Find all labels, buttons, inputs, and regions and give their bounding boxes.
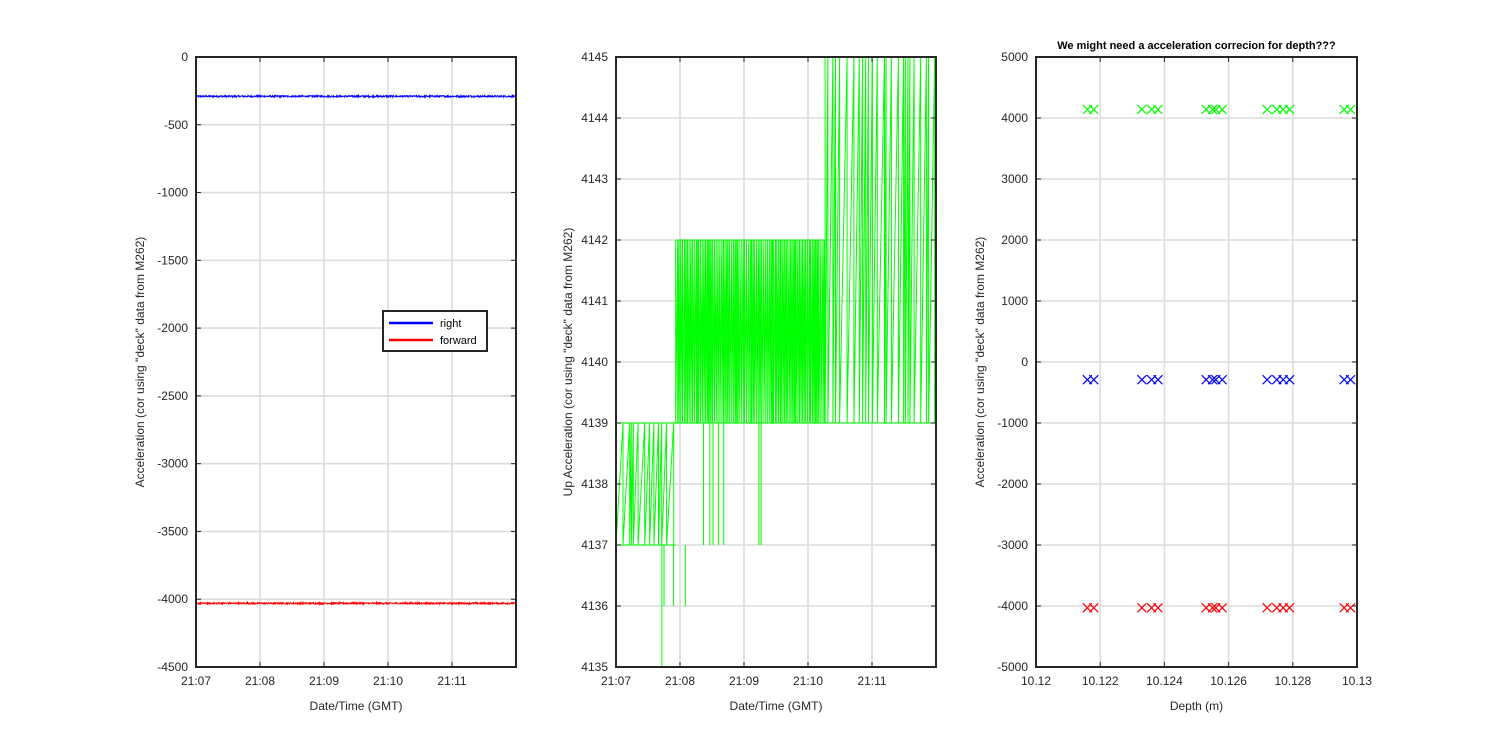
x-tick-label: 21:09 [729,674,759,688]
y-tick-label: -3000 [997,538,1028,552]
y-tick-label: -1500 [157,253,188,267]
legend-box [382,310,488,352]
x-tick-label: 21:09 [309,674,339,688]
y-tick-label: 4141 [581,294,608,308]
scatter-series-1 [1082,104,1356,115]
y-tick-label: -4000 [157,592,188,606]
y-tick-label: -500 [164,118,188,132]
scatter-point [1137,374,1147,385]
y-tick-label: -2000 [997,477,1028,491]
y-tick-label: -4000 [997,599,1028,613]
x-tick-label: 21:08 [245,674,275,688]
y-tick-label: 4139 [581,416,608,430]
scatter-point [1088,374,1099,385]
y-tick-label: 4138 [581,477,608,491]
y-tick-label: 4135 [581,660,608,674]
x-tick-label: 21:10 [373,674,403,688]
scatter-point [1207,374,1218,385]
x-tick-label: 21:11 [437,674,466,688]
x-tick-label: 10.122 [1082,674,1119,688]
subplot-3: 10.12 10.122 10.124 10.126 10.128 10.13 -5000 -… [973,40,1372,713]
y-tick-label: 1000 [1001,294,1028,308]
scatter-point [1088,602,1099,613]
scatter-point [1262,374,1273,385]
y-tick-label: 0 [1021,355,1028,369]
axes-box [195,56,517,668]
x-axis-label: Date/Time (GMT) [730,699,823,713]
legend-label-right: right [440,318,461,330]
scatter-series-2 [1082,374,1356,385]
scatter-point [1345,602,1356,613]
scatter-point [1207,104,1218,115]
x-tick-label: 21:07 [181,674,211,688]
scatter-point [1217,104,1228,115]
scatter-point [1088,104,1099,115]
scatter-point [1217,602,1228,613]
x-tick-label: 21:07 [601,674,631,688]
y-tick-label: 4000 [1001,111,1028,125]
subplot-1: 21:07 21:08 21:09 21:10 21:11 -4500 -4000 -3500… [133,50,517,713]
scatter-point [1153,104,1163,115]
y-axis-label: Acceleration (cor using "deck" data from… [133,237,147,488]
legend-label-forward: forward [440,335,477,347]
y-tick-label: 4140 [581,355,608,369]
y-tick-label: -4500 [157,660,188,674]
y-tick-label: -1000 [157,186,188,200]
scatter-point [1137,602,1147,613]
scatter-point [1345,104,1356,115]
scatter-point [1284,104,1295,115]
y-tick-label: 4142 [581,233,608,247]
x-axis-label: Date/Time (GMT) [310,699,403,713]
x-tick-label: 10.12 [1021,674,1051,688]
y-tick-label: 5000 [1001,50,1028,64]
scatter-point [1262,104,1273,115]
y-tick-label: -3000 [157,457,188,471]
x-tick-label: 10.13 [1342,674,1372,688]
x-tick-label: 10.128 [1274,674,1311,688]
scatter-point [1262,602,1273,613]
scatter-point [1217,374,1228,385]
y-tick-label: -5000 [997,660,1028,674]
y-axis-label: Up Acceleration (cor using "deck" data f… [561,228,575,497]
x-axis-label: Depth (m) [1170,699,1223,713]
y-axis-label: Acceleration (cor using "deck" data from… [973,237,987,488]
y-tick-label: 2000 [1001,233,1028,247]
y-tick-label: -2000 [157,321,188,335]
x-tick-label: 21:10 [793,674,823,688]
scatter-point [1345,374,1356,385]
y-tick-label: 4137 [581,538,608,552]
x-tick-label: 10.124 [1146,674,1183,688]
subplot-2: 21:07 21:08 21:09 21:10 21:11 4135 4136 4137 413… [561,50,937,713]
scatter-point [1284,374,1295,385]
y-tick-label: -2500 [157,389,188,403]
series-line-up [616,57,936,667]
y-tick-label: 4145 [581,50,608,64]
y-tick-label: 4136 [581,599,608,613]
plot-area [196,57,516,667]
y-tick-label: -1000 [997,416,1028,430]
y-tick-label: 4144 [581,111,608,125]
x-tick-label: 21:11 [857,674,886,688]
scatter-point [1137,104,1147,115]
y-tick-label: -3500 [157,524,188,538]
chart-title: We might need a acceleration correcion f… [1057,40,1336,52]
series-line-right [195,93,517,99]
scatter-point [1153,374,1163,385]
scatter-point [1284,602,1295,613]
y-tick-label: 4143 [581,172,608,186]
x-tick-label: 21:08 [665,674,695,688]
x-tick-label: 10.126 [1210,674,1247,688]
series-line-forward [195,600,517,606]
scatter-point [1153,602,1163,613]
y-tick-label: 0 [181,50,188,64]
scatter-series-3 [1082,602,1356,613]
scatter-point [1207,602,1218,613]
legend: right forward [382,310,488,352]
y-tick-label: 3000 [1001,172,1028,186]
